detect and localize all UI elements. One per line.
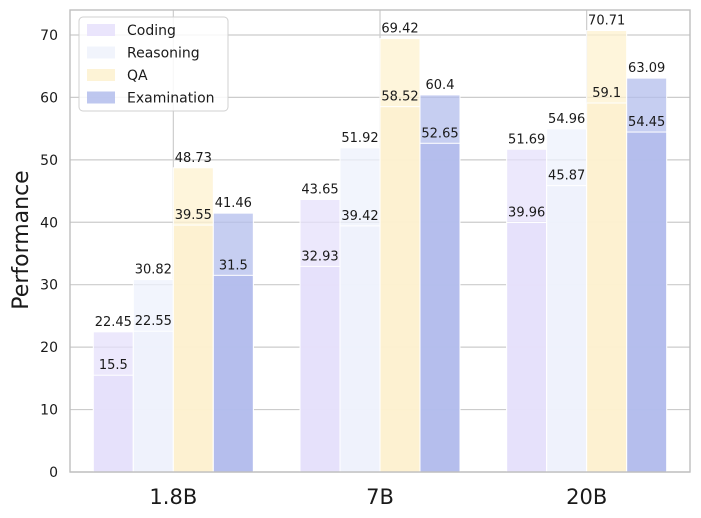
legend-box (78, 16, 229, 112)
y-tick-label: 50 (40, 153, 58, 169)
data-label-inner: 59.1 (592, 86, 621, 101)
bar-inner-qa (379, 106, 421, 473)
data-label-outer: 22.45 (95, 315, 132, 330)
x-tick-label: 7B (366, 485, 394, 509)
data-label-outer: 60.4 (426, 78, 455, 93)
data-label-outer: 54.96 (548, 112, 585, 127)
data-label-inner: 22.55 (135, 314, 172, 329)
y-tick-label: 40 (40, 215, 58, 231)
bar-inner-coding (506, 222, 548, 473)
data-label-inner: 52.65 (421, 126, 458, 141)
bar-inner-examination (419, 142, 461, 473)
y-tick-label: 0 (49, 465, 58, 481)
bar-inner-qa (172, 224, 214, 473)
bar-inner-reasoning (546, 185, 588, 473)
data-label-outer: 51.92 (341, 131, 378, 146)
legend-label-examination: Examination (127, 91, 215, 107)
legend-swatch-reasoning (87, 46, 115, 59)
legend-swatch-coding (87, 24, 115, 36)
data-label-outer: 48.73 (175, 151, 212, 166)
bar-inner-reasoning (132, 330, 174, 473)
y-tick-label: 30 (40, 278, 58, 294)
data-label-inner: 39.96 (508, 206, 545, 221)
legend-swatch-examination (87, 91, 115, 104)
y-axis-label: Performance (9, 170, 34, 309)
plot-border (69, 9, 691, 473)
bar-layer (92, 30, 668, 473)
legend-label-qa: QA (127, 68, 148, 84)
data-label-outer: 63.09 (628, 61, 665, 76)
data-label-inner: 31.5 (219, 258, 248, 273)
data-label-outer: 69.42 (381, 22, 418, 37)
data-label-outer: 30.82 (135, 263, 172, 278)
data-label-inner: 32.93 (301, 249, 338, 264)
bar-inner-coding (299, 265, 341, 473)
y-tick-label: 60 (40, 90, 58, 106)
data-label-inner: 58.52 (381, 90, 418, 105)
data-label-inner: 54.45 (628, 115, 665, 130)
data-label-inner: 15.5 (99, 358, 128, 373)
axis-layer: 0 10 20 30 40 50 60 70 1.8B 7B 20B (40, 9, 691, 509)
data-label-outer: 51.69 (508, 132, 545, 147)
y-tick-label: 10 (40, 403, 58, 419)
legend: Coding Reasoning QA Examination (78, 16, 229, 112)
bar-inner-examination (212, 274, 254, 473)
data-label-outer: 41.46 (215, 196, 252, 211)
bar-inner-reasoning (339, 225, 381, 473)
legend-label-coding: Coding (127, 23, 176, 39)
bar-inner-coding (92, 374, 134, 473)
legend-label-reasoning: Reasoning (127, 46, 200, 62)
data-label-inner: 39.55 (175, 208, 212, 223)
x-tick-label: 1.8B (149, 485, 197, 509)
data-label-inner: 45.87 (548, 169, 585, 184)
bar-inner-qa (586, 102, 628, 473)
data-label-inner: 39.42 (341, 209, 378, 224)
y-tick-label: 20 (40, 340, 58, 356)
data-label-outer: 43.65 (301, 182, 338, 197)
data-label-outer: 70.71 (588, 14, 625, 29)
legend-swatch-qa (87, 69, 115, 81)
bar-inner-examination (626, 131, 668, 473)
y-tick-label: 70 (40, 28, 58, 44)
x-tick-label: 20B (566, 485, 607, 509)
